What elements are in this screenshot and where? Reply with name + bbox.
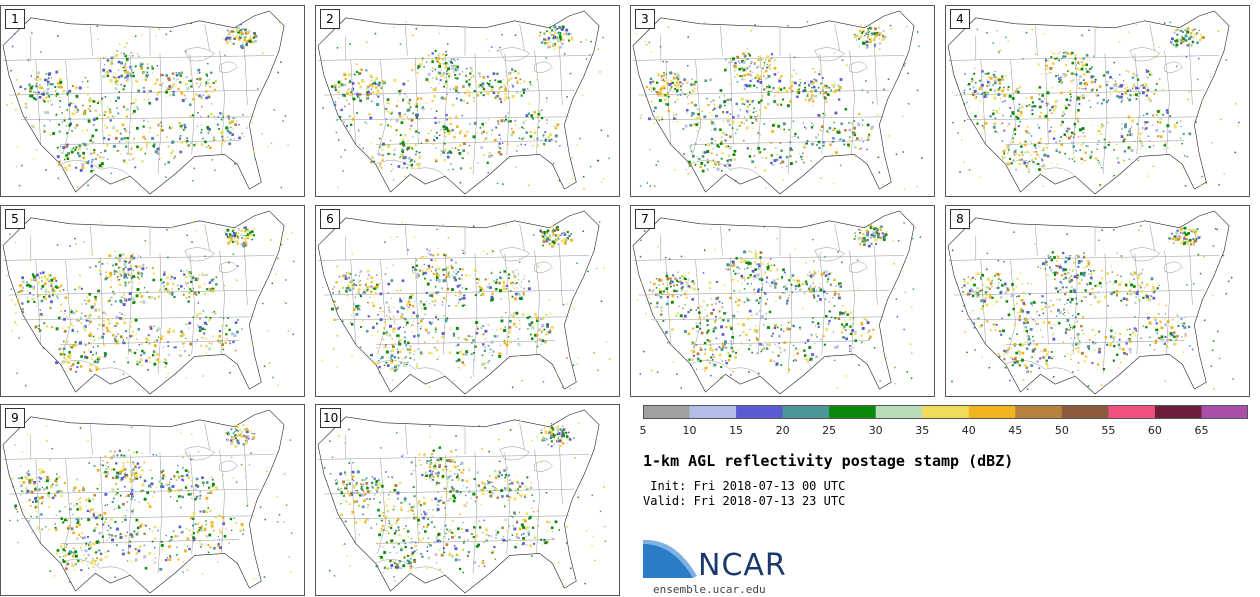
reflectivity-map xyxy=(2,10,289,195)
colorbar-segment xyxy=(968,405,1016,419)
colorbar-segment xyxy=(829,405,877,419)
reflectivity-echoes xyxy=(322,21,610,190)
ensemble-member-panel: 4 xyxy=(945,5,1250,197)
reflectivity-echoes xyxy=(6,21,289,189)
panel-member-label: 8 xyxy=(950,209,970,229)
reflectivity-echoes xyxy=(321,221,611,390)
reflectivity-map xyxy=(2,210,295,395)
reflectivity-map xyxy=(947,10,1240,195)
reflectivity-echoes xyxy=(951,225,1234,390)
colorbar-tick-label: 65 xyxy=(1194,424,1209,437)
panel-member-label: 7 xyxy=(635,209,655,229)
ensemble-url: ensemble.ucar.edu xyxy=(653,583,766,596)
colorbar-segment xyxy=(922,405,970,419)
colorbar-segment xyxy=(782,405,830,419)
colorbar-segment xyxy=(1061,405,1109,419)
reflectivity-map xyxy=(947,210,1234,395)
reflectivity-map xyxy=(317,409,607,594)
reflectivity-echoes xyxy=(9,423,293,583)
colorbar-segment xyxy=(1108,405,1156,419)
colorbar-tick-label: 25 xyxy=(822,424,837,437)
colorbar-tick-label: 15 xyxy=(729,424,744,437)
reflectivity-map xyxy=(2,409,293,594)
reflectivity-map xyxy=(317,210,611,395)
colorbar-segment xyxy=(1015,405,1063,419)
reflectivity-echoes xyxy=(6,221,295,387)
chart-title: 1-km AGL reflectivity postage stamp (dBZ… xyxy=(643,452,1014,470)
reflectivity-map xyxy=(632,210,922,395)
colorbar-segment xyxy=(643,405,691,419)
reflectivity-echoes xyxy=(951,21,1240,187)
ensemble-member-panel: 6 xyxy=(315,205,620,397)
valid-time: Valid: Fri 2018-07-13 23 UTC xyxy=(643,494,846,508)
ensemble-member-panel: 7 xyxy=(630,205,935,397)
panel-member-label: 5 xyxy=(5,209,25,229)
colorbar-tick-label: 30 xyxy=(868,424,883,437)
panel-member-label: 9 xyxy=(5,408,25,428)
panel-member-label: 4 xyxy=(950,9,970,29)
colorbar-segment xyxy=(736,405,784,419)
ncar-logo-icon xyxy=(643,540,697,578)
colorbar-segment xyxy=(689,405,737,419)
reflectivity-echoes xyxy=(636,222,922,389)
colorbar-segment xyxy=(1154,405,1202,419)
ensemble-member-panel: 3 xyxy=(630,5,935,197)
ensemble-member-panel: 1 xyxy=(0,5,305,197)
reflectivity-echoes xyxy=(323,419,607,588)
colorbar-tick-label: 5 xyxy=(639,424,647,437)
ncar-logo-text: NCAR xyxy=(698,548,787,583)
colorbar-tick-label: 50 xyxy=(1054,424,1069,437)
colorbar-tick-label: 35 xyxy=(915,424,930,437)
colorbar-tick-label: 40 xyxy=(961,424,976,437)
panel-member-label: 1 xyxy=(5,9,25,29)
reflectivity-echoes xyxy=(635,21,923,190)
ensemble-member-panel: 8 xyxy=(945,205,1250,397)
colorbar-tick-label: 60 xyxy=(1147,424,1162,437)
panel-member-label: 3 xyxy=(635,9,655,29)
init-time: Init: Fri 2018-07-13 00 UTC xyxy=(643,479,846,493)
colorbar-tick-label: 45 xyxy=(1008,424,1023,437)
colorbar-tick-label: 10 xyxy=(682,424,697,437)
colorbar-segment xyxy=(875,405,923,419)
ensemble-member-panel: 5 xyxy=(0,205,305,397)
ensemble-member-panel: 10 xyxy=(315,404,620,596)
ensemble-member-panel: 2 xyxy=(315,5,620,197)
colorbar xyxy=(643,405,1248,419)
panel-member-label: 2 xyxy=(320,9,340,29)
colorbar-segment xyxy=(1201,405,1248,419)
colorbar-tick-label: 20 xyxy=(775,424,790,437)
reflectivity-map xyxy=(632,10,923,195)
reflectivity-map xyxy=(317,10,610,195)
panel-member-label: 6 xyxy=(320,209,340,229)
colorbar-ticks: 5 10 15 20 25 30 35 40 45 50 55 60 65 xyxy=(639,424,1248,440)
ensemble-member-panel: 9 xyxy=(0,404,305,596)
colorbar-tick-label: 55 xyxy=(1101,424,1116,437)
panel-member-label: 10 xyxy=(320,408,342,428)
